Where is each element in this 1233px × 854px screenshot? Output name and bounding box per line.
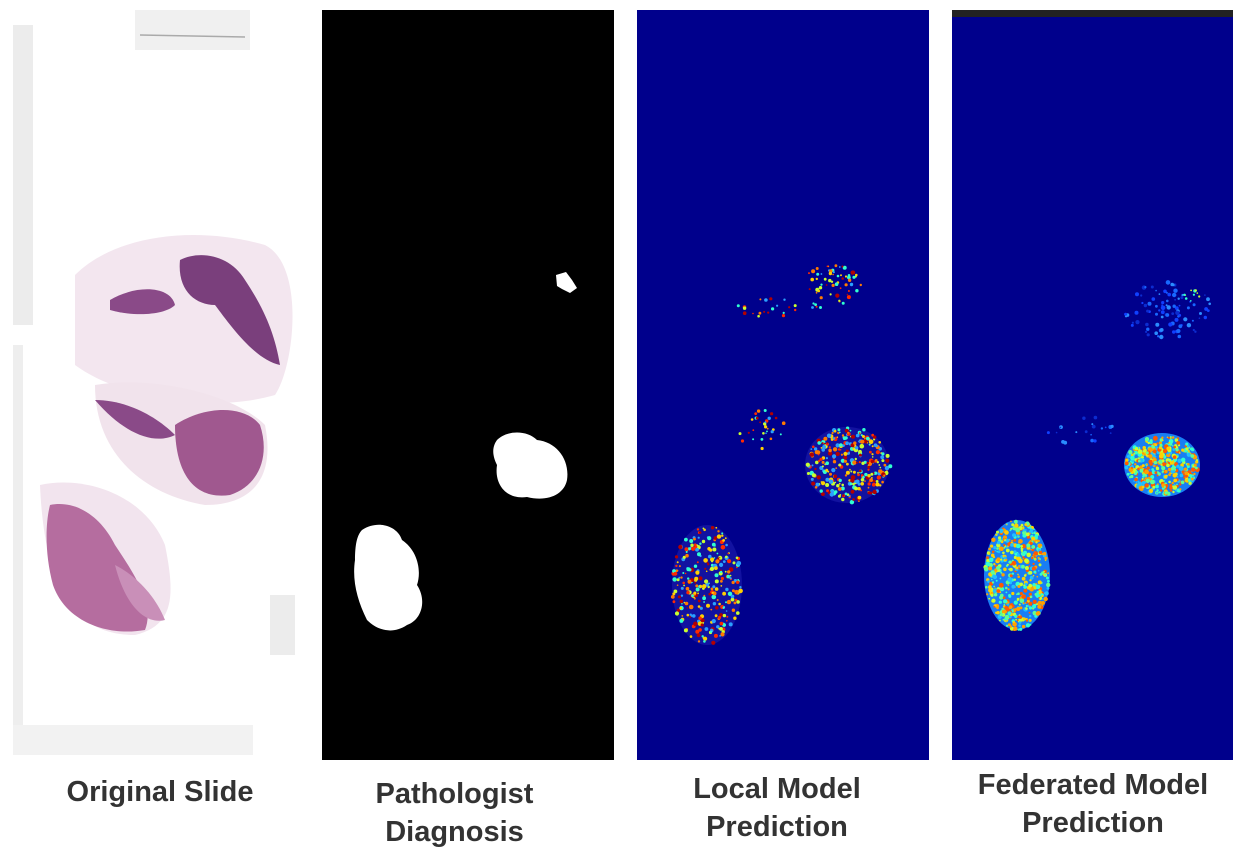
original-slide-image [5, 5, 302, 765]
caption-original-slide: Original Slide [5, 773, 315, 811]
caption-local-model-prediction: Local Model Prediction [637, 770, 917, 846]
caption-line: Local Model [693, 773, 861, 805]
federated-model-prediction-heatmap [952, 10, 1233, 760]
local-model-prediction-heatmap [637, 10, 929, 760]
caption-federated-model-prediction: Federated Model Prediction [952, 766, 1233, 842]
caption-line: Federated Model [977, 769, 1209, 801]
caption-line: Prediction [1022, 807, 1164, 839]
caption-pathologist-diagnosis: Pathologist Diagnosis [322, 775, 587, 851]
pathologist-diagnosis-mask [322, 10, 614, 760]
caption-line: Prediction [706, 811, 848, 843]
caption-line: Pathologist [375, 778, 534, 810]
caption-line: Original Slide [66, 776, 254, 808]
caption-line: Diagnosis [385, 816, 524, 848]
